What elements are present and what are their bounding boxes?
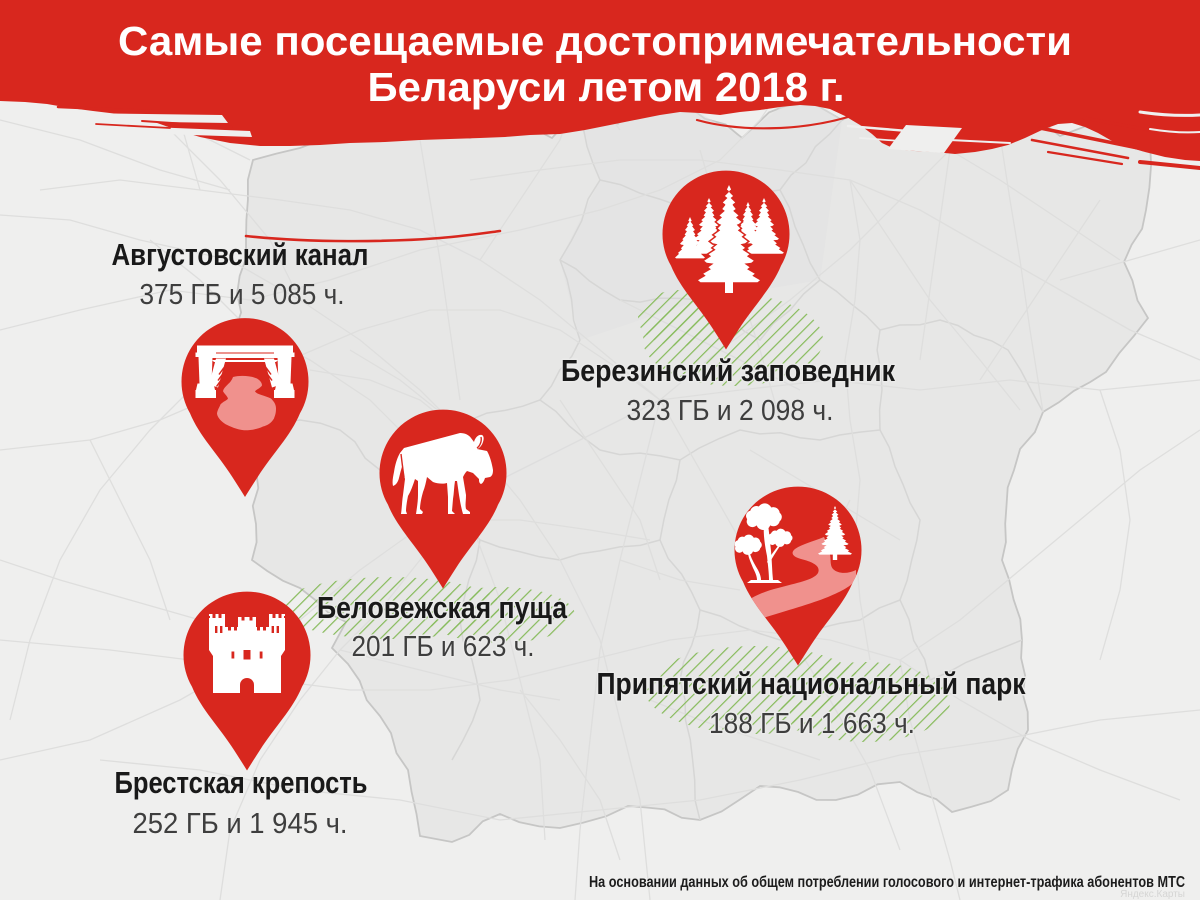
svg-text:Брестская крепость: Брестская крепость	[115, 765, 368, 800]
svg-text:Беларуси летом 2018 г.: Беларуси летом 2018 г.	[368, 64, 845, 110]
svg-text:375 ГБ и 5 085 ч.: 375 ГБ и 5 085 ч.	[140, 279, 345, 311]
svg-text:Беловежская пуща: Беловежская пуща	[317, 590, 568, 625]
svg-text:201 ГБ и 623 ч.: 201 ГБ и 623 ч.	[352, 631, 535, 663]
svg-text:Березинский заповедник: Березинский заповедник	[561, 353, 895, 388]
svg-text:Яндекс.Карты: Яндекс.Карты	[1120, 889, 1185, 900]
svg-text:На основании данных об общем п: На основании данных об общем потреблении…	[589, 874, 1185, 891]
svg-text:Августовский канал: Августовский канал	[112, 237, 369, 272]
svg-text:188 ГБ и 1 663 ч.: 188 ГБ и 1 663 ч.	[709, 708, 915, 740]
svg-text:252 ГБ и 1 945 ч.: 252 ГБ и 1 945 ч.	[133, 808, 348, 840]
svg-text:323 ГБ и 2 098 ч.: 323 ГБ и 2 098 ч.	[627, 395, 834, 427]
svg-text:Самые посещаемые достопримечат: Самые посещаемые достопримечательности	[118, 18, 1072, 64]
svg-text:Припятский национальный парк: Припятский национальный парк	[597, 666, 1026, 701]
